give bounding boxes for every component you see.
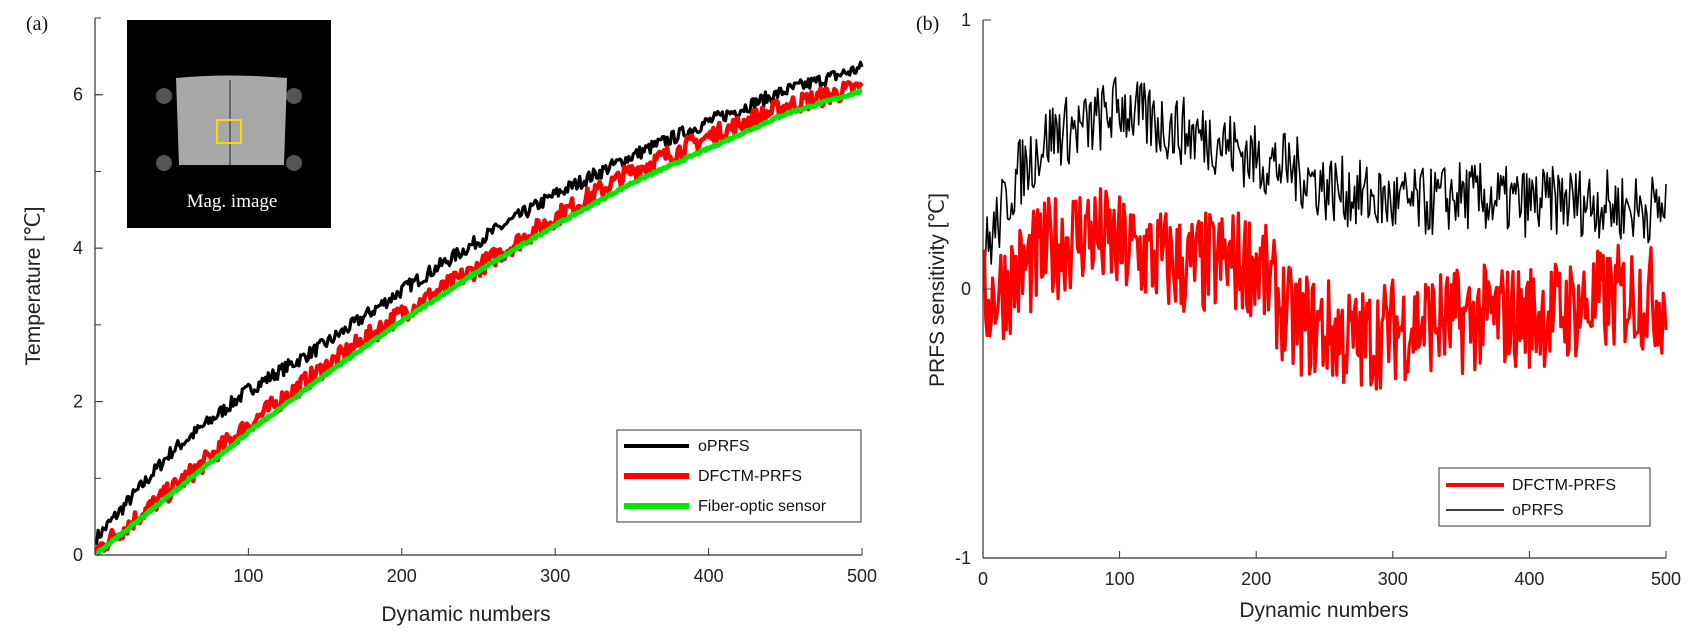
panel-b-legend: DFCTM-PRFS oPRFS bbox=[1438, 467, 1651, 527]
inset-marker-top-right bbox=[286, 88, 302, 104]
panel-a-legend-label-oprfs: oPRFS bbox=[698, 438, 750, 455]
panel-a-legend: oPRFS DFCTM-PRFS Fiber-optic sensor bbox=[616, 429, 862, 523]
inset-mag-image: Mag. image bbox=[127, 20, 331, 228]
panel-b-y-tick-label: 1 bbox=[961, 10, 971, 30]
panel-a-series-oprfs bbox=[94, 60, 864, 545]
panel-a-legend-label-dfctm: DFCTM-PRFS bbox=[698, 468, 802, 485]
panel-b-y-tick-label: 0 bbox=[961, 279, 971, 299]
panel-a-y-label: Temperature [℃] bbox=[22, 207, 45, 366]
panel-a-y-tick-label: 2 bbox=[73, 392, 83, 412]
panel-b-y-label: PRFS sensitivity [℃] bbox=[926, 193, 949, 387]
panel-b-x-label: Dynamic numbers bbox=[1239, 599, 1408, 622]
panel-a-y-tick-label: 6 bbox=[73, 85, 83, 105]
inset-label: Mag. image bbox=[187, 191, 278, 212]
panel-a-x-tick-label: 400 bbox=[694, 566, 724, 586]
panel-a-series-group bbox=[94, 60, 864, 557]
panel-b-series-oprfs bbox=[983, 76, 1667, 268]
panel-b-x-tick-label: 400 bbox=[1514, 569, 1544, 589]
panel-b-x-tick-label: 500 bbox=[1651, 569, 1681, 589]
panel-b-chart: (b) 0 100 200 300 400 500 -1 0 1 Dynamic numbers… bbox=[916, 10, 1681, 622]
inset-roi-box bbox=[216, 119, 242, 144]
panel-b-legend-box bbox=[1438, 467, 1651, 527]
panel-a-y-tick-label: 4 bbox=[73, 238, 83, 258]
panel-a-x-label: Dynamic numbers bbox=[381, 603, 550, 626]
panel-b-legend-label-dfctm: DFCTM-PRFS bbox=[1512, 477, 1616, 494]
panel-a-x-tick-label: 100 bbox=[233, 566, 263, 586]
panel-a-x-tick-label: 200 bbox=[387, 566, 417, 586]
panel-b-legend-label-oprfs: oPRFS bbox=[1512, 502, 1564, 519]
panel-a-ticks: 100 200 300 400 500 0 2 4 6 bbox=[73, 17, 877, 586]
panel-b-label: (b) bbox=[916, 13, 939, 35]
panel-b-ticks: 0 100 200 300 400 500 -1 0 1 bbox=[955, 10, 1681, 589]
panel-b-series-group bbox=[982, 76, 1668, 391]
panel-a-x-tick-label: 300 bbox=[540, 566, 570, 586]
panel-a-x-tick-label: 500 bbox=[847, 566, 877, 586]
panel-a-y-tick-label: 0 bbox=[73, 545, 83, 565]
panel-b-y-tick-label: -1 bbox=[955, 548, 971, 568]
panel-b-series-dfctm-prfs bbox=[982, 187, 1668, 391]
inset-marker-bottom-left bbox=[156, 155, 172, 171]
inset-marker-top-left bbox=[156, 88, 172, 104]
panel-a-series-fiber-optic-sensor bbox=[95, 87, 863, 557]
panel-b-x-tick-label: 100 bbox=[1105, 569, 1135, 589]
panel-b-x-tick-label: 200 bbox=[1241, 569, 1271, 589]
panel-a-legend-label-fiber: Fiber-optic sensor bbox=[698, 498, 827, 515]
panel-b-x-tick-label: 0 bbox=[978, 569, 988, 589]
inset-marker-bottom-right bbox=[286, 155, 302, 171]
panel-a-label: (a) bbox=[26, 13, 48, 35]
panel-b-x-tick-label: 300 bbox=[1378, 569, 1408, 589]
